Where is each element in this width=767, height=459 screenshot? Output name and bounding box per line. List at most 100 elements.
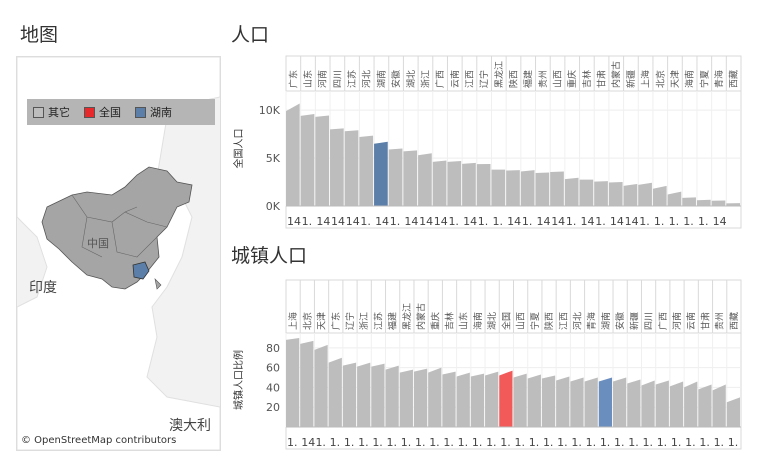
- area-mark-辽宁: [342, 362, 357, 427]
- x-tick-label-8: 14: [404, 215, 418, 228]
- population-chart-svg: 0K 5K 10K 全国人口 广东 山东 河南 四川 江苏 河北 湖南 安徽 湖北 浙江 广西 云南 江西 辽宁黑…: [232, 55, 742, 229]
- category-label-西藏: 西藏: [728, 70, 740, 88]
- x-tick-label-6: 1.: [372, 436, 383, 449]
- x-tick-label-29: 1.: [699, 436, 710, 449]
- y-tick-label-1: 40: [266, 381, 280, 394]
- area-mark-河北: [570, 377, 584, 427]
- category-label-天津: 天津: [317, 312, 328, 330]
- map-attribution[interactable]: © OpenStreetMap contributors: [21, 435, 177, 446]
- category-label-甘肃: 甘肃: [699, 312, 711, 330]
- urban-ratio-chart-svg: 20 40 60 80 城镇人口比例 上海 北京 天津 广东 辽宁 浙江 江苏 福建 黑龙江 内蒙古 重庆 吉林…: [232, 279, 742, 450]
- area-mark-重庆: [428, 367, 442, 427]
- category-label-四川: 四川: [333, 70, 343, 88]
- x-tick-label-3: 1.: [330, 436, 341, 449]
- x-tick-label-8: 1.: [401, 436, 412, 449]
- urban-ratio-chart[interactable]: 20 40 60 80 城镇人口比例 上海 北京 天津 广东 辽宁 浙江 江苏 福建 黑龙江 内蒙古 重庆 吉林…: [230, 278, 742, 450]
- area-mark-宁夏: [527, 374, 541, 427]
- category-label-黑龙江: 黑龙江: [493, 61, 505, 88]
- x-tick-label-21: 1.: [586, 436, 597, 449]
- area-mark-吉林: [442, 371, 456, 427]
- x-tick-label-1: 1.: [302, 215, 313, 228]
- category-label-吉林: 吉林: [581, 70, 593, 88]
- area-mark-浙江: [357, 362, 371, 427]
- x-tick-label-1: 14: [301, 436, 315, 449]
- category-label-云南: 云南: [685, 312, 697, 330]
- area-mark-福建: [520, 170, 535, 206]
- area-mark-江苏: [371, 363, 385, 427]
- x-tick-label-17: 14: [537, 215, 551, 228]
- area-mark-广西: [655, 380, 669, 427]
- category-label-辽宁: 辽宁: [478, 70, 490, 88]
- x-tick-label-4: 14: [346, 215, 360, 228]
- area-mark-广东: [286, 103, 300, 206]
- x-tick-label-4: 1.: [344, 436, 355, 449]
- map-label-china: 中国: [87, 237, 109, 250]
- legend-item-hunan[interactable]: 湖南: [135, 104, 172, 120]
- x-tick-label-6: 14: [375, 215, 389, 228]
- category-label-江西: 江西: [558, 312, 569, 330]
- x-tick-label-16: 1.: [515, 436, 526, 449]
- category-label-浙江: 浙江: [419, 70, 431, 88]
- category-label-河北: 河北: [571, 312, 583, 330]
- area-mark-山西: [513, 373, 527, 427]
- category-label-山西: 山西: [553, 70, 564, 88]
- x-tick-label-5: 1.: [358, 436, 369, 449]
- category-label-新疆: 新疆: [628, 312, 640, 330]
- x-tick-label-19: 1.: [557, 436, 568, 449]
- category-label-吉林: 吉林: [444, 312, 456, 330]
- category-label-新疆: 新疆: [625, 70, 637, 88]
- category-label-贵州: 贵州: [714, 312, 726, 330]
- x-tick-label-29: 14: [713, 215, 727, 228]
- area-mark-河北: [359, 135, 374, 206]
- area-mark-辽宁: [476, 164, 491, 206]
- x-tick-label-31: 1.: [728, 436, 739, 449]
- category-label-福建: 福建: [387, 312, 399, 330]
- area-mark-云南: [684, 381, 698, 427]
- area-mark-内蒙古: [608, 182, 623, 206]
- x-tick-label-22: 14: [610, 215, 624, 228]
- category-label-海南: 海南: [472, 312, 484, 330]
- x-tick-label-23: 14: [625, 215, 639, 228]
- legend-item-national[interactable]: 全国: [84, 104, 121, 120]
- category-label-湖北: 湖北: [406, 70, 417, 88]
- category-label-辽宁: 辽宁: [344, 312, 356, 330]
- y-tick-label-3: 80: [266, 342, 280, 355]
- area-mark-湖北: [485, 371, 499, 427]
- category-label-广东: 广东: [287, 70, 299, 88]
- area-mark-贵州: [535, 172, 550, 206]
- area-mark-福建: [385, 365, 399, 427]
- x-tick-label-23: 1.: [614, 436, 625, 449]
- x-tick-label-25: 1.: [642, 436, 653, 449]
- x-tick-label-10: 14: [434, 215, 448, 228]
- y-tick-label-0: 20: [266, 401, 280, 414]
- x-tick-label-21: 1.: [595, 215, 606, 228]
- x-tick-label-7: 1.: [387, 436, 398, 449]
- category-label-广西: 广西: [657, 312, 669, 330]
- category-label-安徽: 安徽: [614, 312, 626, 330]
- area-mark-北京: [652, 185, 667, 206]
- y-tick-label-0: 0K: [266, 200, 281, 213]
- category-label-四川: 四川: [645, 312, 655, 330]
- population-chart[interactable]: 0K 5K 10K 全国人口 广东 山东 河南 四川 江苏 河北 湖南 安徽 湖北 浙江 广西 云南 江西 辽宁黑…: [230, 54, 742, 230]
- category-label-宁夏: 宁夏: [529, 312, 541, 330]
- map-panel[interactable]: 其它 全国 湖南 中国 印度 澳大利 © OpenStreetMap contr…: [16, 56, 221, 451]
- x-tick-label-28: 1.: [698, 215, 709, 228]
- legend-item-other[interactable]: 其它: [33, 104, 70, 120]
- area-mark-黑龙江: [491, 169, 506, 206]
- x-tick-label-5: 1.: [360, 215, 371, 228]
- area-mark-甘肃: [698, 384, 712, 427]
- x-tick-label-27: 1.: [683, 215, 694, 228]
- x-tick-label-0: 1.: [287, 436, 298, 449]
- area-mark-宁夏: [696, 199, 711, 206]
- x-tick-label-22: 1.: [600, 436, 611, 449]
- y-tick-label-2: 60: [266, 362, 280, 375]
- x-tick-label-9: 14: [419, 215, 433, 228]
- category-label-湖北: 湖北: [487, 312, 498, 330]
- x-tick-label-16: 1.: [522, 215, 533, 228]
- category-label-北京: 北京: [301, 312, 313, 330]
- category-label-湖南: 湖南: [600, 312, 612, 330]
- area-mark-安徽: [388, 148, 403, 206]
- area-mark-山西: [550, 171, 564, 206]
- area-mark-天津: [667, 191, 682, 206]
- area-mark-广东: [328, 357, 342, 427]
